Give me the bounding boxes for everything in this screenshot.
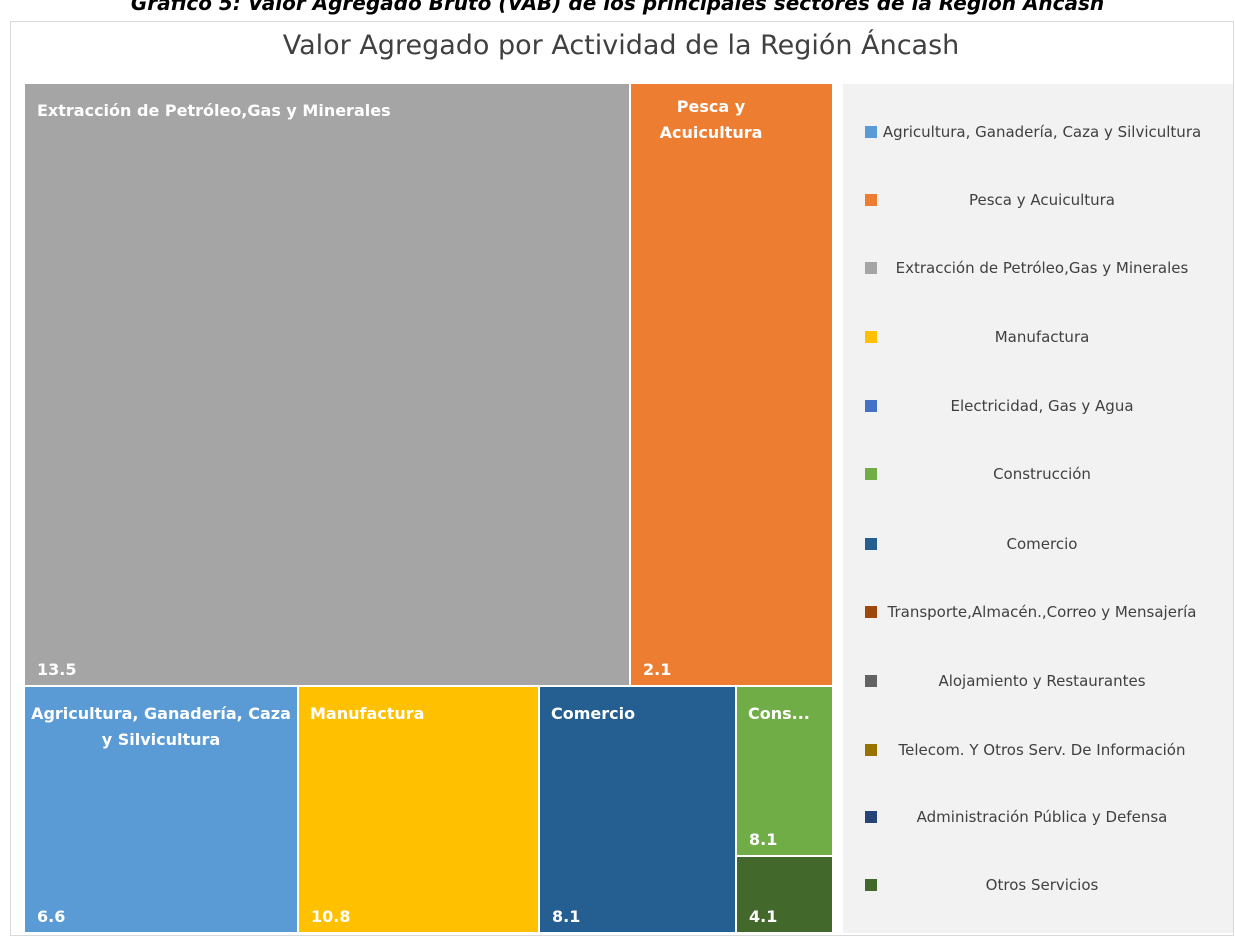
legend-swatch bbox=[865, 331, 877, 343]
chart-frame bbox=[10, 21, 1234, 936]
legend-label: Electricidad, Gas y Agua bbox=[950, 397, 1134, 415]
legend-label: Manufactura bbox=[994, 328, 1090, 346]
legend-swatch bbox=[865, 194, 877, 206]
legend-item: Electricidad, Gas y Agua bbox=[865, 382, 1225, 430]
legend-item: Transporte,Almacén.,Correo y Mensajería bbox=[865, 588, 1225, 636]
legend-label: Otros Servicios bbox=[985, 876, 1099, 894]
tile-value: 6.6 bbox=[37, 907, 66, 926]
legend-swatch bbox=[865, 744, 877, 756]
tile-label: Cons... bbox=[748, 704, 810, 723]
treemap-tile: Manufactura 10.8 bbox=[299, 687, 538, 932]
legend-label: Extracción de Petróleo,Gas y Minerales bbox=[895, 259, 1189, 277]
legend-item: Comercio bbox=[865, 520, 1225, 568]
treemap-tile: Cons... 8.1 bbox=[737, 687, 832, 855]
legend-item: Telecom. Y Otros Serv. De Información bbox=[865, 726, 1225, 774]
tile-label: Comercio bbox=[551, 704, 636, 723]
treemap-tile: Extracción de Petróleo,Gas y Minerales 13… bbox=[25, 84, 629, 685]
tile-label: Extracción de Petróleo,Gas y Minerales bbox=[37, 101, 391, 120]
tile-value: 10.8 bbox=[311, 907, 351, 926]
chart-title: Valor Agregado por Actividad de la Regió… bbox=[282, 30, 960, 61]
treemap-tile: 4.1 bbox=[737, 857, 832, 932]
legend-label: Comercio bbox=[1006, 535, 1078, 553]
legend-item: Agricultura, Ganadería, Caza y Silvicult… bbox=[865, 108, 1225, 156]
tile-value: 8.1 bbox=[552, 907, 581, 926]
tile-value: 4.1 bbox=[749, 907, 778, 926]
legend-swatch bbox=[865, 538, 877, 550]
legend-item: Administración Pública y Defensa bbox=[865, 793, 1225, 841]
legend-item: Manufactura bbox=[865, 313, 1225, 361]
legend-swatch bbox=[865, 879, 877, 891]
legend-swatch bbox=[865, 811, 877, 823]
legend-swatch bbox=[865, 606, 877, 618]
legend-label: Pesca y Acuicultura bbox=[969, 191, 1115, 209]
legend-label: Transporte,Almacén.,Correo y Mensajería bbox=[887, 603, 1197, 621]
caption: Gráfico 5: Valor Agregado Bruto (VAB) de… bbox=[130, 0, 1105, 15]
tile-value: 8.1 bbox=[749, 830, 778, 849]
tile-value: 13.5 bbox=[37, 660, 77, 679]
legend-item: Otros Servicios bbox=[865, 861, 1225, 909]
legend-item: Extracción de Petróleo,Gas y Minerales bbox=[865, 244, 1225, 292]
treemap-tile: Comercio 8.1 bbox=[540, 687, 735, 932]
legend-label: Agricultura, Ganadería, Caza y Silvicult… bbox=[882, 123, 1202, 141]
treemap-tile: Agricultura, Ganadería, Caza y Silvicult… bbox=[25, 687, 297, 932]
legend-label: Administración Pública y Defensa bbox=[916, 808, 1168, 826]
legend-swatch bbox=[865, 468, 877, 480]
tile-label: Manufactura bbox=[310, 704, 425, 723]
legend-label: Telecom. Y Otros Serv. De Información bbox=[898, 741, 1186, 759]
treemap-tile: Pesca y Acuicultura 2.1 bbox=[631, 84, 832, 685]
legend-label: Construcción bbox=[993, 465, 1091, 483]
legend-swatch bbox=[865, 262, 877, 274]
legend-swatch bbox=[865, 400, 877, 412]
tile-label: Pesca y Acuicultura bbox=[659, 97, 763, 142]
legend-item: Construcción bbox=[865, 450, 1225, 498]
legend-item: Pesca y Acuicultura bbox=[865, 176, 1225, 224]
legend-item: Alojamiento y Restaurantes bbox=[865, 657, 1225, 705]
legend-label: Alojamiento y Restaurantes bbox=[938, 672, 1146, 690]
tile-label: Agricultura, Ganadería, Caza y Silvicult… bbox=[31, 704, 291, 749]
legend-swatch bbox=[865, 126, 877, 138]
legend: Agricultura, Ganadería, Caza y Silvicult… bbox=[843, 84, 1233, 933]
tile-value: 2.1 bbox=[643, 660, 672, 679]
legend-swatch bbox=[865, 675, 877, 687]
